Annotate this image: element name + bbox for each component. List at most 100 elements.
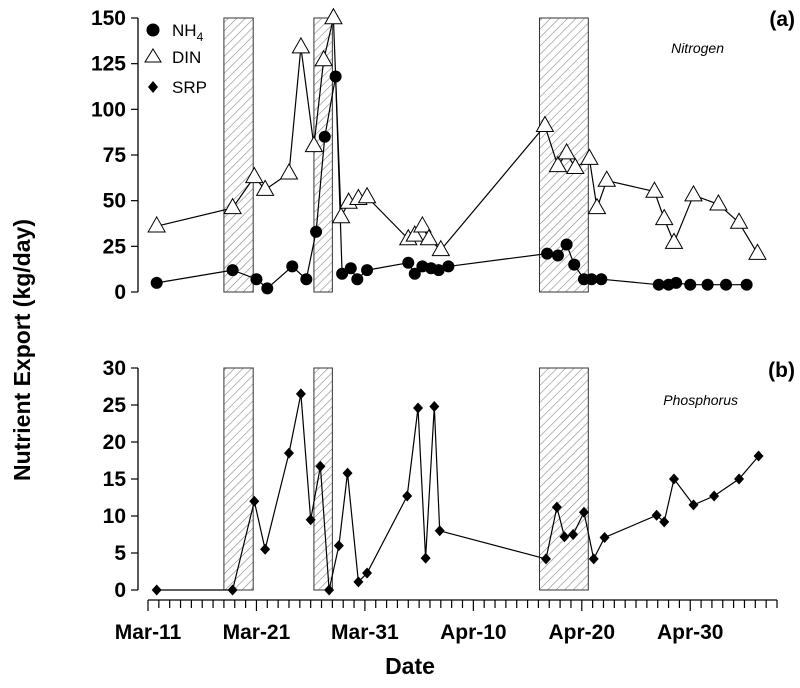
legend-entry-srp: SRP [148, 78, 207, 97]
y-tick-label: 30 [103, 357, 126, 380]
point-srp [568, 529, 579, 540]
panel-tag: (b) [768, 359, 795, 382]
x-axis-tick-labels: Mar-11 Mar-21 Mar-31 Apr-10 Apr-20 Apr-30 [115, 621, 724, 644]
point-nh4 [720, 278, 733, 291]
legend-entry-din: DIN [144, 48, 201, 67]
point-srp [413, 402, 424, 414]
point-nh4 [701, 278, 714, 291]
point-din [324, 7, 343, 25]
point-din [244, 166, 264, 184]
y-tick-label: 25 [103, 235, 127, 258]
x-axis-title: Date [385, 653, 435, 679]
point-srp [429, 400, 440, 412]
y-axis-ticks: 0 25 50 75 100 125 150 [91, 7, 138, 304]
point-nh4 [250, 273, 263, 286]
point-srp [324, 584, 335, 596]
point-nh4 [568, 258, 581, 271]
point-nh4 [408, 267, 421, 280]
x-tick-label: Apr-10 [440, 621, 507, 644]
legend-marker-circle [146, 23, 160, 37]
point-srp [420, 552, 431, 564]
panel-phosphorus: 0 5 10 15 20 25 30 (b) Phosphorus [103, 357, 795, 602]
series-points [147, 7, 767, 295]
legend: NH4 DIN SRP [144, 21, 207, 97]
event-box [313, 367, 333, 591]
point-nh4 [585, 273, 598, 286]
point-din [223, 197, 242, 215]
y-tick-label: 75 [103, 144, 127, 167]
point-din [557, 142, 576, 160]
event-boxes [223, 367, 589, 591]
point-nh4 [684, 278, 697, 291]
point-srp [305, 514, 316, 526]
point-nh4 [442, 260, 455, 273]
legend-marker-diamond [148, 81, 158, 93]
point-nh4 [541, 247, 554, 260]
point-din [147, 215, 167, 233]
point-din [580, 148, 599, 165]
point-srp [362, 567, 373, 579]
point-nh4 [336, 267, 349, 280]
legend-marker-triangle [144, 48, 162, 63]
y-tick-label: 0 [114, 579, 126, 602]
point-nh4 [300, 273, 313, 286]
x-tick-label: Apr-20 [549, 621, 616, 644]
point-din [314, 49, 334, 67]
x-axis: Mar-11 Mar-21 Mar-31 Apr-10 Apr-20 Apr-30 [115, 599, 778, 644]
point-srp [315, 460, 326, 472]
point-din [709, 194, 728, 211]
y-tick-label: 50 [103, 190, 126, 213]
point-srp [260, 543, 271, 555]
point-srp [151, 584, 162, 596]
point-nh4 [402, 256, 415, 269]
point-din [291, 36, 311, 54]
point-din [587, 197, 607, 215]
point-srp [333, 540, 344, 552]
point-din [279, 162, 299, 180]
point-srp [353, 576, 364, 588]
y-tick-label: 5 [114, 542, 126, 565]
point-nh4 [351, 273, 364, 286]
point-srp [734, 473, 745, 485]
point-din [304, 135, 324, 153]
point-srp [709, 490, 720, 502]
point-nh4 [226, 264, 239, 277]
event-box [223, 367, 254, 591]
point-nh4 [286, 260, 299, 273]
y-tick-label: 125 [91, 53, 126, 76]
point-din [255, 179, 275, 196]
point-srp [588, 553, 599, 565]
y-tick-label: 25 [103, 394, 127, 417]
legend-label: SRP [172, 78, 207, 97]
point-srp [599, 531, 610, 543]
y-tick-label: 15 [103, 468, 127, 491]
point-nh4 [344, 262, 357, 275]
point-srp [688, 499, 699, 511]
point-nh4 [652, 278, 665, 291]
point-din [405, 225, 425, 242]
point-srp [753, 450, 764, 462]
y-axis-title: Nutrient Export (kg/day) [9, 219, 35, 481]
point-nh4 [310, 225, 323, 238]
panel-tag: (a) [769, 8, 795, 31]
point-nh4 [150, 276, 163, 289]
point-din [597, 170, 617, 187]
event-box [223, 17, 254, 293]
x-tick-label: Mar-31 [331, 621, 399, 644]
x-tick-label: Mar-11 [115, 621, 182, 644]
point-srp [559, 531, 570, 543]
point-srp [434, 525, 445, 537]
point-srp [651, 509, 662, 521]
point-srp [659, 516, 670, 528]
point-srp [541, 553, 552, 565]
point-din [748, 243, 767, 260]
point-srp [342, 467, 353, 479]
point-din [431, 239, 451, 257]
point-din [645, 181, 664, 198]
point-nh4 [670, 276, 683, 289]
point-srp [295, 388, 306, 400]
point-din [413, 215, 432, 233]
point-srp [668, 473, 679, 485]
point-nh4 [261, 282, 274, 295]
legend-label: DIN [172, 48, 201, 67]
